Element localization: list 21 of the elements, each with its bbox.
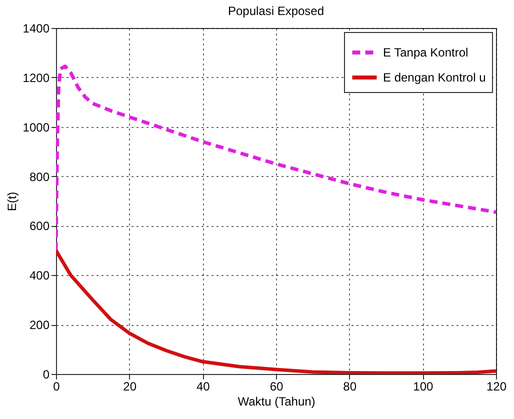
y-tick-label: 200 [29, 318, 50, 332]
x-tick-label: 100 [413, 380, 434, 394]
line-series [56, 64, 496, 252]
y-tick-label: 1400 [22, 22, 50, 36]
y-tick-label: 400 [29, 268, 50, 283]
y-tick-label: 1200 [22, 70, 50, 85]
x-tick-label: 40 [196, 380, 210, 394]
legend-label: E dengan Kontrol u [383, 70, 486, 84]
chart-title: Populasi Exposed [228, 4, 324, 18]
y-tick-label: 1000 [22, 120, 50, 134]
y-tick-label: 600 [29, 219, 50, 234]
x-axis-title: Waktu (Tahun) [238, 394, 316, 408]
x-tick-label: 0 [53, 380, 60, 394]
y-tick-label: 800 [29, 170, 50, 184]
x-tick-label: 120 [486, 380, 507, 394]
y-tick-label: 0 [42, 368, 50, 382]
x-tick-label: 60 [270, 380, 284, 394]
legend-label: E Tanpa Kontrol [383, 46, 468, 60]
x-tick-label: 20 [123, 380, 137, 394]
x-tick-label: 80 [343, 380, 357, 394]
y-axis-title: E(t) [4, 192, 19, 212]
